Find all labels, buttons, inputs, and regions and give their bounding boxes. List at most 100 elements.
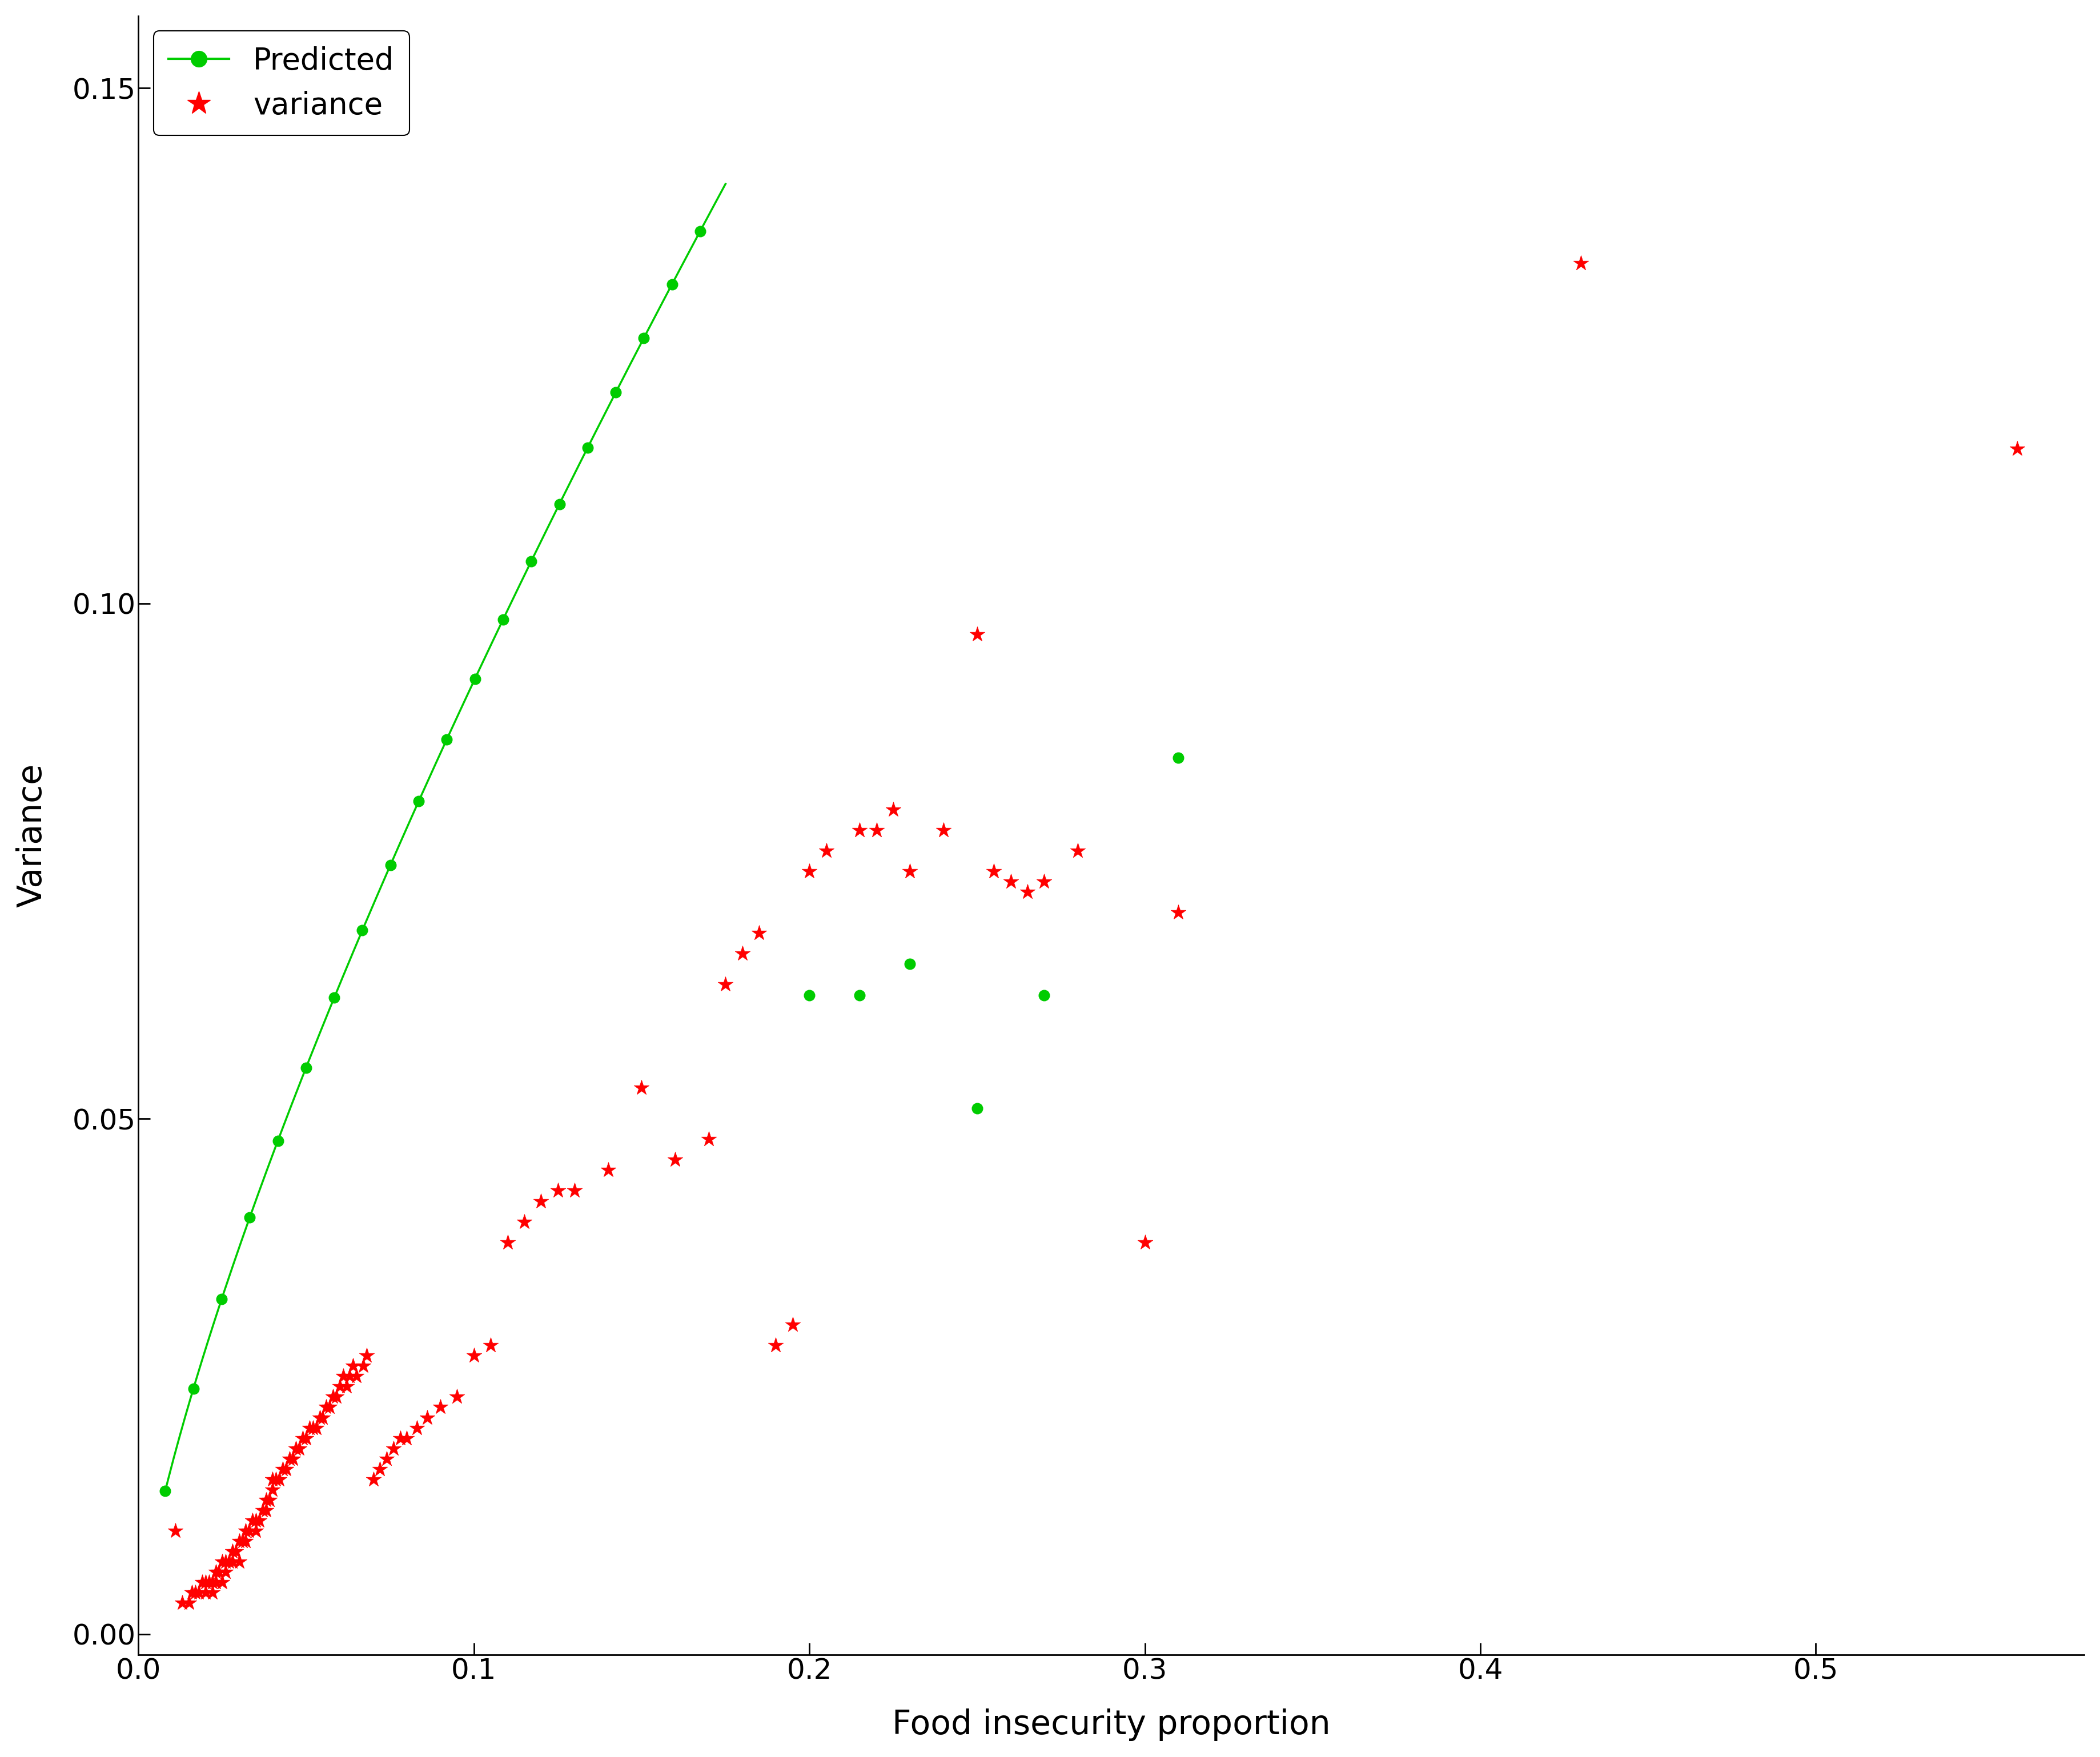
Point [200, 1558, 233, 1587]
Point [424, 1393, 458, 1421]
Point [317, 984, 351, 1012]
Point [218, 1537, 252, 1565]
Point [300, 1414, 334, 1442]
Point [598, 378, 632, 406]
Point [475, 1332, 508, 1360]
Point [258, 1465, 292, 1493]
Point [229, 1527, 262, 1555]
Point [508, 1207, 542, 1235]
Point [216, 1548, 250, 1576]
Legend: Predicted, variance: Predicted, variance [153, 32, 410, 135]
Point [842, 815, 876, 843]
Point [179, 1580, 212, 1608]
Point [758, 1332, 792, 1360]
Point [363, 1455, 397, 1483]
Point [183, 1580, 216, 1608]
Point [176, 1374, 210, 1402]
Point [216, 1537, 250, 1565]
Y-axis label: Variance: Variance [17, 763, 48, 907]
Point [628, 323, 662, 351]
Point [334, 1362, 368, 1390]
Point [659, 1146, 693, 1174]
Point [384, 1425, 418, 1453]
Point [1027, 980, 1060, 1009]
Point [326, 1362, 359, 1390]
Point [242, 1506, 275, 1534]
Point [252, 1486, 286, 1515]
Point [491, 1228, 525, 1256]
Point [809, 836, 842, 864]
Point [1010, 879, 1044, 907]
Point [208, 1548, 242, 1576]
Point [792, 980, 825, 1009]
Point [691, 1124, 724, 1153]
Point [290, 1425, 323, 1453]
Point [290, 1054, 323, 1082]
Point [191, 1569, 225, 1597]
Point [370, 1444, 403, 1472]
Point [195, 1569, 229, 1597]
Point [592, 1156, 626, 1184]
Point [391, 1425, 424, 1453]
Point [410, 1404, 443, 1432]
Point [1161, 743, 1195, 771]
Point [256, 1465, 290, 1493]
Point [655, 271, 689, 299]
Point [275, 1444, 309, 1472]
Point [313, 1393, 346, 1421]
Point [292, 1414, 326, 1442]
Point [260, 1126, 294, 1154]
Point [223, 1548, 256, 1576]
Point [724, 940, 758, 968]
Point [233, 1516, 267, 1544]
Point [401, 1414, 435, 1442]
Point [741, 919, 775, 947]
Point [233, 1204, 267, 1232]
Point [960, 1095, 993, 1123]
Point [256, 1476, 290, 1504]
Point [960, 620, 993, 648]
Point [525, 1188, 559, 1216]
Point [458, 1342, 491, 1370]
Point [200, 1569, 233, 1597]
Point [977, 857, 1010, 886]
Point [262, 1465, 296, 1493]
Point [542, 490, 575, 518]
Point [487, 606, 521, 634]
Point [441, 1383, 475, 1411]
Point [993, 868, 1027, 896]
Point [296, 1414, 330, 1442]
Point [775, 1311, 809, 1339]
Point [336, 1351, 370, 1379]
Point [279, 1434, 313, 1462]
Point [374, 850, 407, 879]
Point [206, 1569, 239, 1597]
Point [514, 546, 548, 575]
Point [683, 218, 716, 246]
Point [892, 951, 926, 979]
Point [351, 1342, 384, 1370]
Point [842, 980, 876, 1009]
Point [859, 815, 892, 843]
Point [559, 1177, 592, 1205]
Point [172, 1588, 206, 1616]
Point [212, 1548, 246, 1576]
Point [223, 1527, 256, 1555]
Point [347, 915, 380, 944]
Point [876, 796, 909, 824]
Point [571, 434, 605, 462]
Point [284, 1434, 317, 1462]
Point [347, 1351, 380, 1379]
Point [319, 1383, 353, 1411]
Point [202, 1558, 235, 1587]
Point [174, 1580, 208, 1608]
Point [926, 815, 960, 843]
Point [792, 857, 825, 886]
Point [309, 1393, 342, 1421]
Point [269, 1455, 302, 1483]
Point [1564, 249, 1598, 278]
Point [317, 1383, 351, 1411]
Point [229, 1516, 262, 1544]
Point [149, 1476, 183, 1504]
Point [626, 1074, 659, 1102]
